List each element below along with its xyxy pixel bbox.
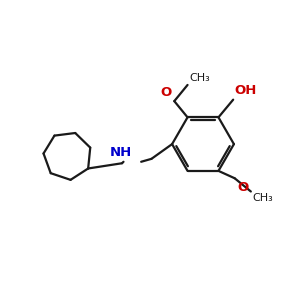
Text: NH: NH	[110, 146, 132, 159]
Text: CH₃: CH₃	[252, 193, 273, 203]
Text: OH: OH	[235, 84, 257, 97]
Text: O: O	[237, 181, 248, 194]
Text: CH₃: CH₃	[189, 74, 210, 83]
Text: O: O	[161, 86, 172, 99]
